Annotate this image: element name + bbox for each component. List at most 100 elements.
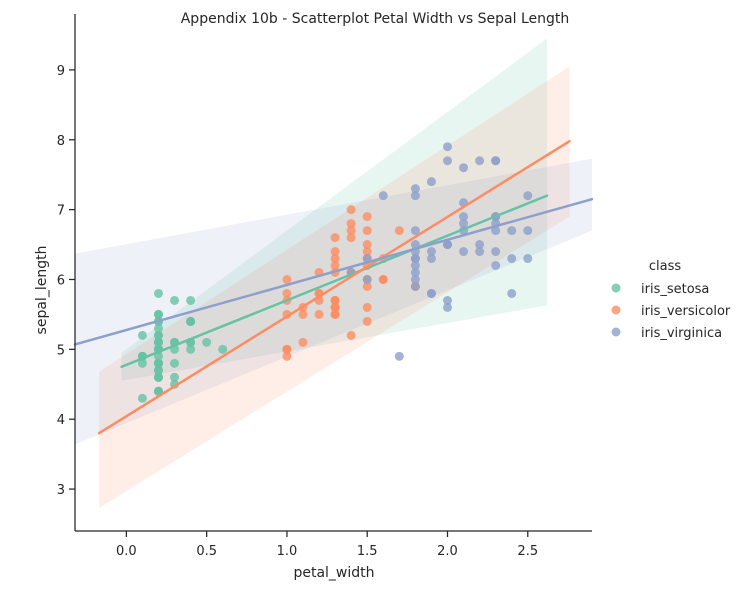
data-point-iris_virginica (459, 163, 469, 173)
data-point-iris_setosa (153, 330, 163, 340)
data-point-iris_versicolor (346, 205, 356, 215)
data-point-iris_virginica (426, 288, 436, 298)
data-point-iris_virginica (507, 288, 517, 298)
legend-marker-iris_versicolor (611, 305, 621, 315)
axes: 0.0 0.5 1.0 1.5 2.0 2.5 3 4 5 6 7 8 9 (57, 14, 592, 559)
data-point-iris_versicolor (330, 254, 340, 264)
data-point-iris_setosa (186, 316, 196, 326)
x-tick-label: 2.5 (517, 544, 538, 559)
data-point-iris_versicolor (362, 226, 372, 236)
legend-label-iris_virginica: iris_virginica (641, 326, 722, 341)
data-point-iris_setosa (186, 344, 196, 354)
data-point-iris_setosa (153, 323, 163, 333)
data-point-iris_virginica (378, 191, 388, 201)
data-point-iris_virginica (410, 274, 420, 284)
y-tick-label: 5 (57, 343, 65, 358)
data-points (137, 142, 533, 403)
data-point-iris_setosa (186, 295, 196, 305)
data-point-iris_versicolor (330, 233, 340, 243)
data-point-iris_virginica (475, 156, 485, 166)
regression-line-iris_virginica (73, 197, 594, 346)
data-point-iris_versicolor (362, 212, 372, 222)
data-point-iris_versicolor (282, 344, 292, 354)
data-point-iris_versicolor (330, 302, 340, 312)
x-tick-label: 1.0 (277, 544, 298, 559)
data-point-iris_virginica (507, 254, 517, 264)
data-point-iris_setosa (153, 309, 163, 319)
data-point-iris_virginica (507, 226, 517, 236)
data-point-iris_virginica (410, 191, 420, 201)
data-point-iris_virginica (491, 156, 501, 166)
data-point-iris_virginica (442, 142, 452, 152)
data-point-iris_versicolor (298, 337, 308, 347)
data-point-iris_setosa (137, 393, 147, 403)
data-point-iris_virginica (442, 156, 452, 166)
x-axis-label: petal_width (293, 565, 374, 581)
data-point-iris_setosa (153, 337, 163, 347)
y-tick-label: 9 (57, 64, 65, 79)
data-point-iris_versicolor (330, 309, 340, 319)
data-point-iris_versicolor (362, 247, 372, 257)
data-point-iris_versicolor (314, 309, 324, 319)
data-point-iris_versicolor (346, 330, 356, 340)
regression-line-iris_versicolor (97, 139, 571, 435)
data-point-iris_versicolor (298, 309, 308, 319)
legend-title: class (649, 259, 681, 274)
data-point-iris_setosa (137, 330, 147, 340)
legend-label-iris_setosa: iris_setosa (641, 282, 709, 297)
data-point-iris_versicolor (282, 274, 292, 284)
data-point-iris_versicolor (346, 233, 356, 243)
data-point-iris_setosa (153, 358, 163, 368)
data-point-iris_setosa (153, 365, 163, 375)
legend-label-iris_versicolor: iris_versicolor (641, 304, 731, 319)
data-point-iris_virginica (491, 226, 501, 236)
data-point-iris_virginica (362, 274, 372, 284)
legend: iris_setosa iris_versicolor iris_virginica (611, 282, 731, 341)
data-point-iris_virginica (394, 351, 404, 361)
data-point-iris_virginica (475, 247, 485, 257)
data-point-iris_setosa (153, 372, 163, 382)
data-point-iris_setosa (218, 344, 228, 354)
x-tick-label: 0.0 (116, 544, 137, 559)
data-point-iris_versicolor (346, 219, 356, 229)
data-point-iris_virginica (523, 226, 533, 236)
data-point-iris_setosa (170, 372, 180, 382)
data-point-iris_virginica (475, 240, 485, 250)
y-tick-label: 3 (57, 483, 65, 498)
regression-lines (73, 139, 594, 435)
data-point-iris_virginica (459, 212, 469, 222)
data-point-iris_virginica (491, 247, 501, 257)
data-point-iris_setosa (153, 288, 163, 298)
chart-title: Appendix 10b - Scatterplot Petal Width v… (181, 11, 570, 27)
data-point-iris_virginica (523, 254, 533, 264)
y-axis-label: sepal_length (34, 246, 50, 335)
data-point-iris_versicolor (394, 226, 404, 236)
regression-line-iris_setosa (120, 194, 549, 369)
data-point-iris_virginica (491, 261, 501, 271)
data-point-iris_versicolor (378, 274, 388, 284)
x-tick-label: 0.5 (196, 544, 217, 559)
data-point-iris_virginica (410, 268, 420, 277)
data-point-iris_virginica (410, 226, 420, 236)
data-point-iris_setosa (137, 358, 147, 368)
data-point-iris_versicolor (346, 226, 356, 236)
data-point-iris_setosa (202, 337, 212, 347)
data-point-iris_virginica (442, 302, 452, 312)
data-point-iris_versicolor (362, 302, 372, 312)
data-point-iris_virginica (410, 281, 420, 291)
y-tick-label: 6 (57, 273, 65, 288)
data-point-iris_setosa (170, 358, 180, 368)
data-point-iris_virginica (410, 184, 420, 194)
x-tick-label: 1.5 (357, 544, 378, 559)
data-point-iris_virginica (426, 247, 436, 257)
data-point-iris_versicolor (282, 288, 292, 298)
data-point-iris_virginica (426, 254, 436, 264)
data-point-iris_virginica (459, 219, 469, 229)
data-point-iris_versicolor (362, 240, 372, 250)
data-point-iris_versicolor (282, 351, 292, 361)
data-point-iris_virginica (410, 261, 420, 271)
legend-marker-iris_virginica (611, 327, 621, 337)
y-tick-label: 4 (57, 413, 65, 428)
confidence-band-iris_setosa (121, 38, 548, 381)
